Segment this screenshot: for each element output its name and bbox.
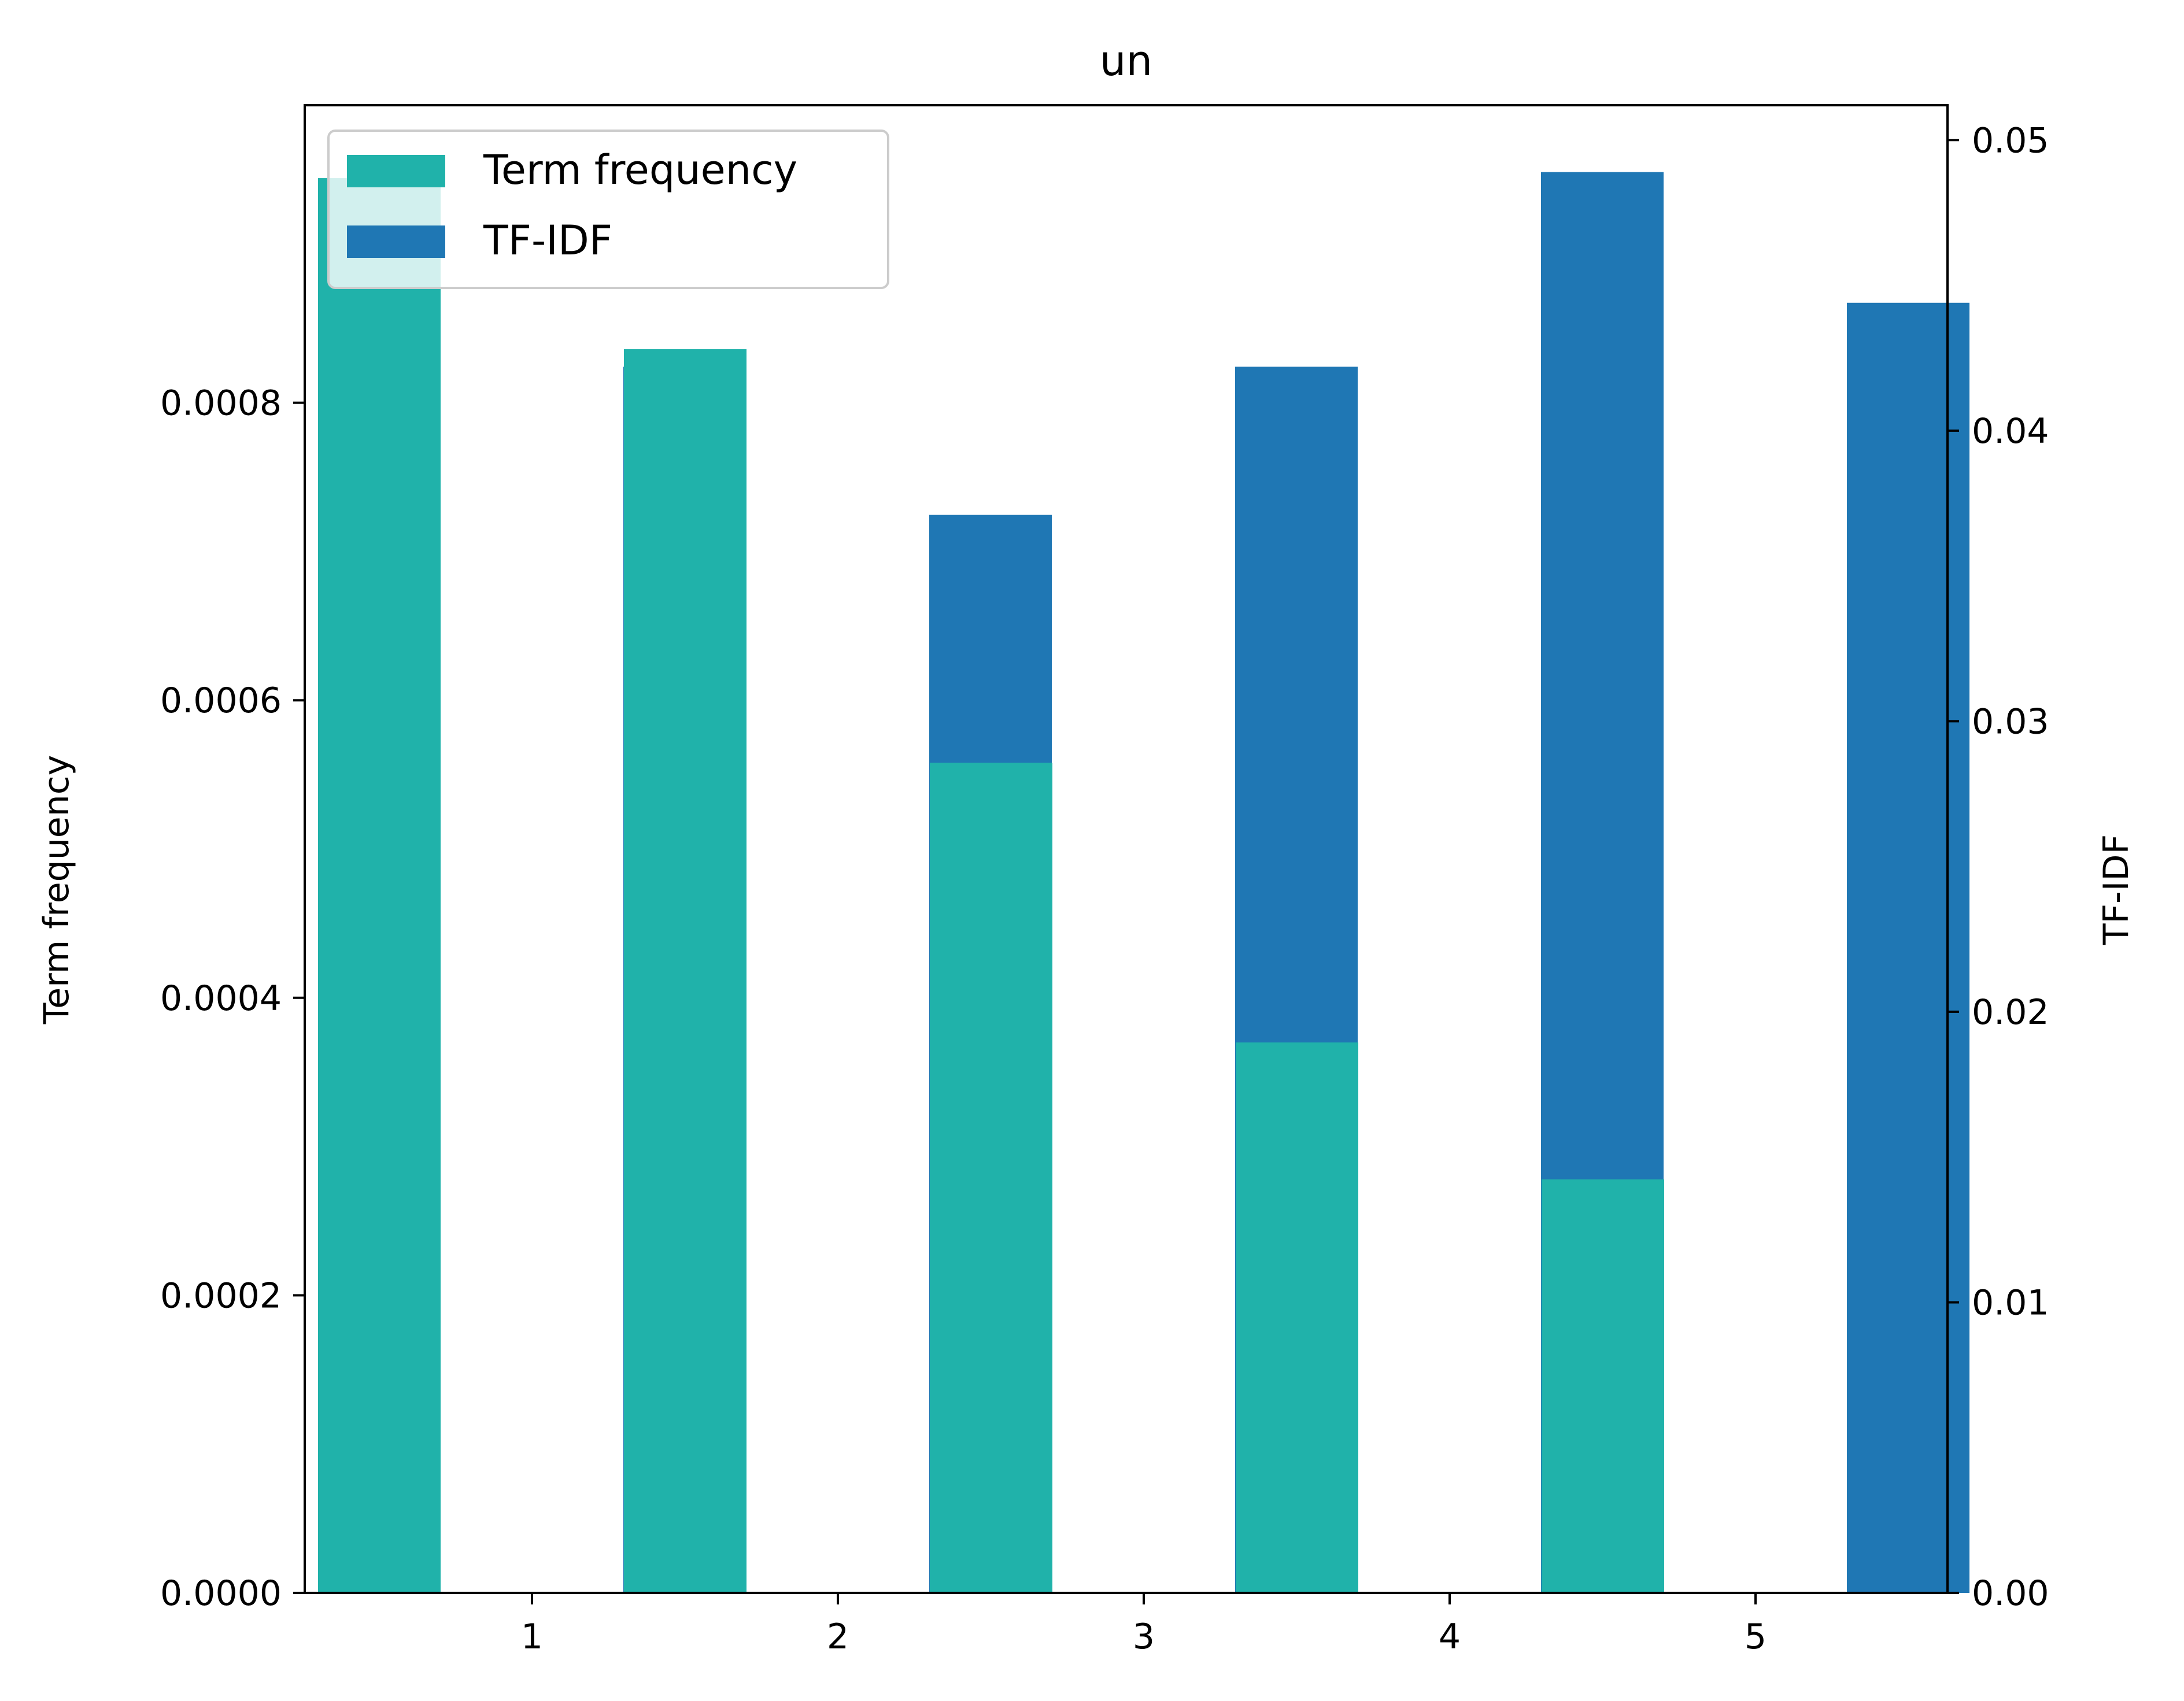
legend: Term frequency TF-IDF bbox=[327, 130, 889, 289]
bar-term-frequency-1 bbox=[318, 178, 441, 1593]
y-left-tick-label-4: 0.0008 bbox=[160, 383, 282, 424]
y-right-tick-label-0: 0.00 bbox=[1972, 1573, 2049, 1614]
y-left-tick-label-2: 0.0004 bbox=[160, 978, 282, 1019]
legend-swatch-term-frequency bbox=[347, 155, 445, 187]
bars-group bbox=[318, 172, 1969, 1593]
y-axis-right-title: TF-IDF bbox=[2096, 834, 2137, 945]
y-right-tick-label-5: 0.05 bbox=[1972, 120, 2049, 161]
legend-label-term-frequency: Term frequency bbox=[483, 146, 797, 194]
y-right-tick-label-2: 0.02 bbox=[1972, 992, 2049, 1033]
y-axis-left-title: Term frequency bbox=[36, 755, 77, 1025]
legend-label-tf-idf: TF-IDF bbox=[483, 217, 612, 264]
legend-swatch-tf-idf bbox=[347, 225, 445, 258]
axes-group: 1 2 3 4 5 0.0000 0.0002 0.0004 0.0006 0.0008 0.00 0… bbox=[160, 104, 2049, 1657]
bar-term-frequency-5 bbox=[1542, 1179, 1664, 1593]
y-left-tick-label-0: 0.0000 bbox=[160, 1573, 282, 1614]
x-tick-label-3: 3 bbox=[1133, 1617, 1155, 1657]
plot-frame bbox=[304, 104, 1949, 1594]
chart-title: un bbox=[1100, 36, 1152, 85]
y-right-tick-label-4: 0.04 bbox=[1972, 411, 2049, 452]
legend-box bbox=[327, 130, 889, 289]
bar-term-frequency-4 bbox=[1236, 1042, 1358, 1593]
y-left-tick-label-3: 0.0006 bbox=[160, 681, 282, 721]
y-right-tick-label-3: 0.03 bbox=[1972, 701, 2049, 742]
y-left-tick-label-1: 0.0002 bbox=[160, 1275, 282, 1316]
bar-tf-idf-5 bbox=[1847, 302, 1969, 1593]
x-tick-label-5: 5 bbox=[1745, 1617, 1767, 1657]
bar-term-frequency-2 bbox=[624, 349, 747, 1593]
x-tick-label-2: 2 bbox=[827, 1617, 849, 1657]
bar-term-frequency-3 bbox=[930, 763, 1052, 1593]
x-tick-label-4: 4 bbox=[1439, 1617, 1461, 1657]
x-tick-label-1: 1 bbox=[521, 1617, 543, 1657]
y-right-tick-label-1: 0.01 bbox=[1972, 1282, 2049, 1323]
